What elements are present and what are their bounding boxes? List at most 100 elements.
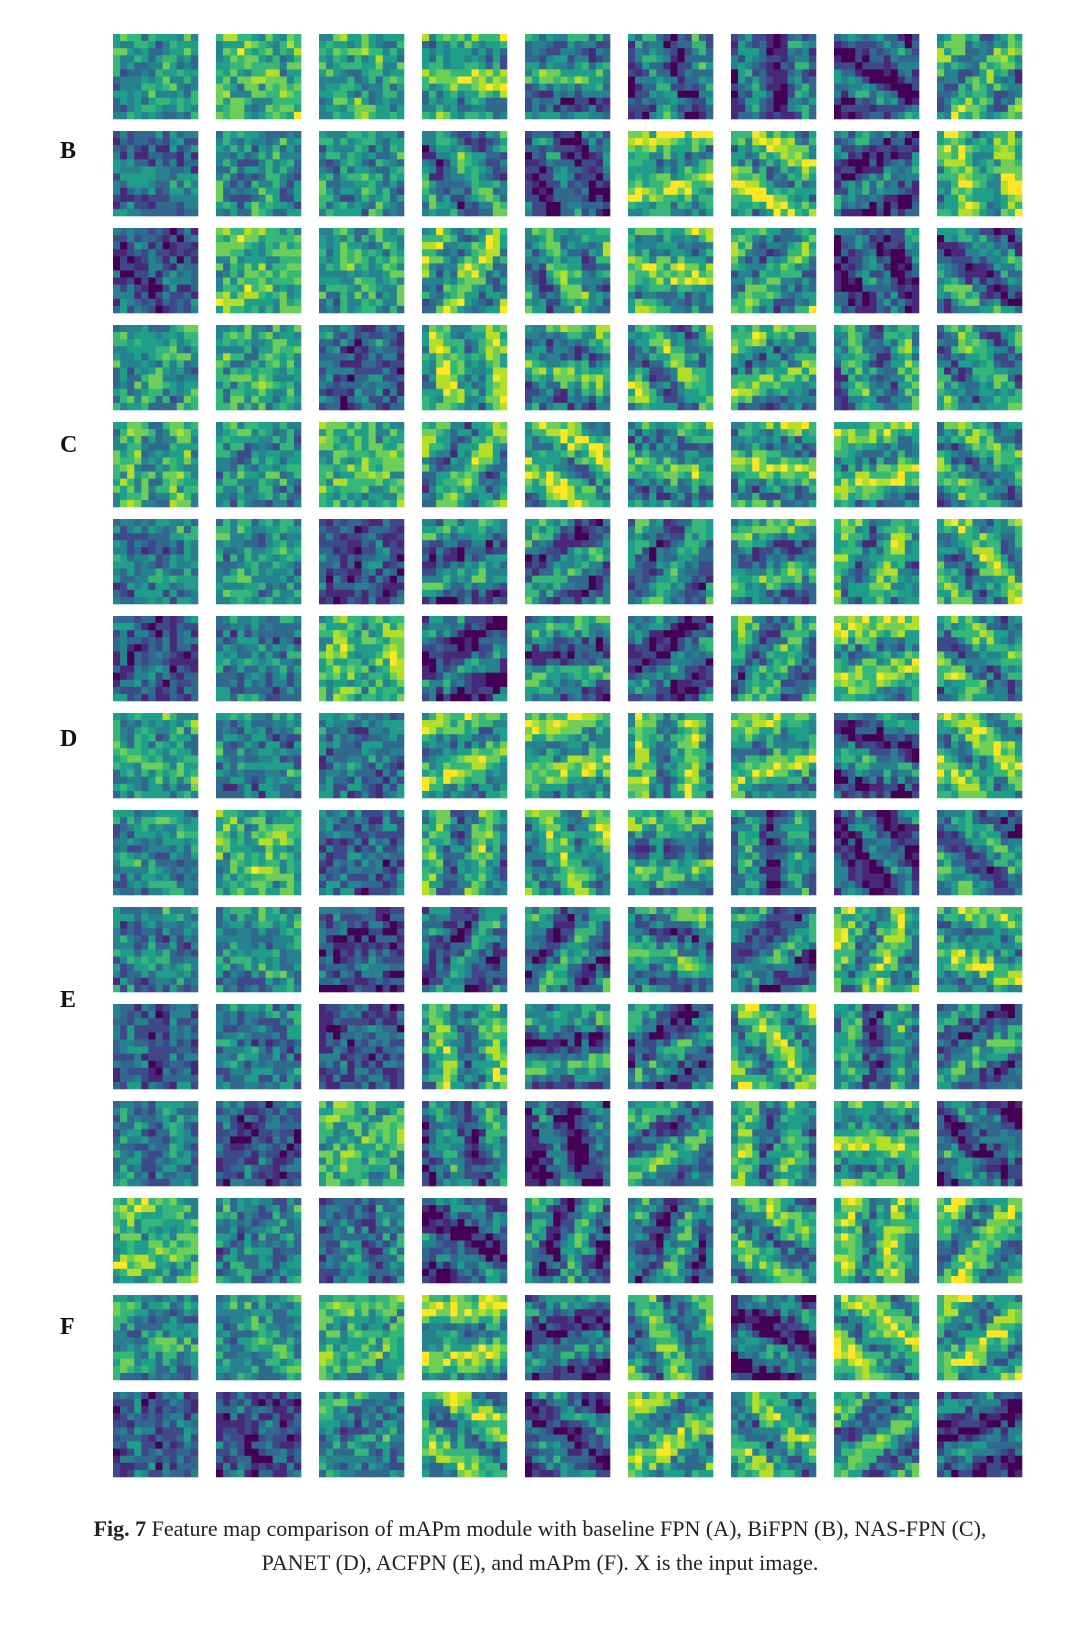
feature-cell: [628, 48, 636, 56]
feature-cell: [801, 353, 810, 361]
feature-cell: [745, 325, 753, 333]
feature-cell: [443, 159, 451, 167]
feature-cell: [595, 138, 604, 146]
feature-cell: [340, 339, 348, 347]
feature-cell: [979, 235, 987, 243]
feature-cell: [794, 298, 803, 307]
feature-cell: [134, 291, 142, 300]
feature-cell: [677, 381, 685, 390]
feature-cell: [539, 263, 547, 271]
feature-cell: [265, 381, 273, 390]
feature-cell: [333, 367, 341, 375]
feature-cell: [567, 104, 575, 113]
feature-cell: [979, 249, 987, 257]
feature-cell: [176, 367, 185, 375]
feature-cell: [244, 228, 252, 236]
feature-cell: [876, 62, 884, 70]
feature-cell: [361, 41, 369, 49]
feature-cell: [705, 138, 714, 146]
feature-cell: [944, 152, 952, 160]
feature-cell: [340, 69, 348, 77]
feature-cell: [834, 34, 842, 42]
feature-cell: [319, 97, 327, 106]
feature-cell: [258, 360, 266, 368]
feature-cell: [546, 83, 554, 91]
feature-cell: [485, 388, 494, 397]
feature-cell: [787, 145, 796, 153]
feature-cell: [876, 228, 884, 236]
feature-cell: [759, 48, 767, 56]
feature-cell: [855, 325, 863, 333]
feature-cell: [602, 332, 611, 340]
feature-cell: [684, 249, 693, 257]
feature-cell: [396, 83, 405, 91]
feature-cell: [897, 34, 906, 42]
feature-cell: [539, 173, 547, 181]
feature-map: [731, 228, 817, 314]
feature-cell: [546, 284, 554, 293]
feature-cell: [244, 159, 252, 167]
feature-map: [731, 325, 817, 411]
feature-cell: [670, 55, 678, 63]
feature-cell: [436, 69, 444, 77]
feature-cell: [553, 284, 561, 293]
feature-cell: [265, 242, 273, 250]
feature-cell: [326, 208, 334, 217]
feature-cell: [1000, 284, 1009, 293]
feature-cell: [326, 367, 334, 375]
feature-cell: [581, 353, 590, 361]
feature-cell: [286, 104, 295, 113]
feature-cell: [855, 270, 863, 278]
feature-cell: [326, 76, 334, 84]
feature-cell: [698, 41, 707, 49]
feature-cell: [190, 242, 199, 250]
feature-cell: [546, 152, 554, 160]
feature-cell: [677, 367, 685, 375]
feature-cell: [588, 41, 597, 49]
feature-cell: [293, 228, 302, 236]
feature-cell: [361, 235, 369, 243]
feature-cell: [691, 360, 700, 368]
feature-cell: [691, 298, 700, 307]
feature-cell: [525, 332, 533, 340]
feature-cell: [951, 242, 959, 250]
feature-cell: [766, 159, 774, 167]
feature-cell: [958, 249, 966, 257]
feature-cell: [759, 367, 767, 375]
feature-cell: [230, 298, 238, 307]
feature-cell: [808, 360, 817, 368]
feature-cell: [677, 152, 685, 160]
feature-cell: [602, 305, 611, 314]
feature-cell: [869, 55, 877, 63]
feature-cell: [120, 104, 128, 113]
feature-cell: [525, 83, 533, 91]
feature-cell: [642, 242, 650, 250]
feature-cell: [279, 256, 288, 264]
feature-cell: [787, 159, 796, 167]
feature-cell: [869, 305, 877, 314]
feature-cell: [279, 228, 288, 236]
feature-cell: [738, 173, 746, 181]
feature-cell: [958, 180, 966, 188]
feature-cell: [595, 48, 604, 56]
feature-cell: [1014, 242, 1023, 250]
feature-cell: [382, 90, 391, 99]
feature-cell: [958, 97, 966, 106]
feature-cell: [1000, 305, 1009, 314]
feature-cell: [190, 402, 199, 411]
feature-cell: [127, 138, 135, 146]
feature-cell: [464, 201, 472, 210]
feature-cell: [169, 48, 178, 56]
feature-cell: [525, 201, 533, 210]
feature-cell: [834, 69, 842, 77]
feature-cell: [684, 208, 693, 217]
feature-cell: [1014, 69, 1023, 77]
feature-cell: [326, 305, 334, 314]
feature-cell: [965, 194, 973, 203]
feature-cell: [223, 395, 231, 404]
feature-cell: [773, 145, 781, 153]
feature-cell: [251, 62, 259, 70]
feature-cell: [738, 90, 746, 99]
feature-cell: [567, 270, 575, 278]
feature-cell: [1000, 256, 1009, 264]
